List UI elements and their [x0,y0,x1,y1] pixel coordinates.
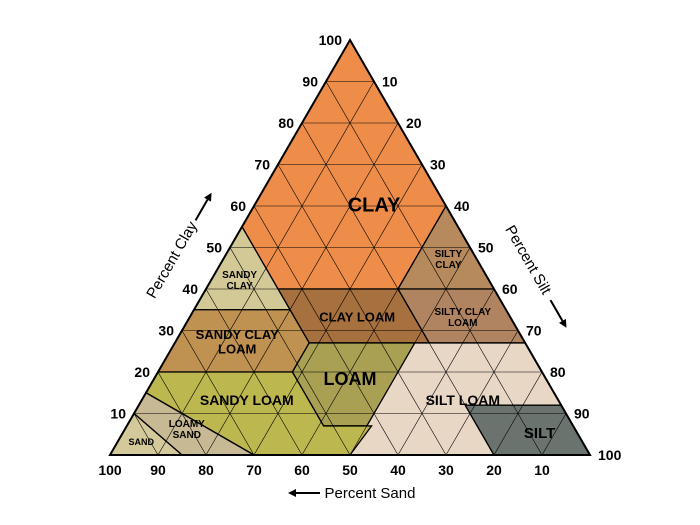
tick-sand-10: 10 [534,462,550,478]
tick-silt-80: 80 [550,364,566,380]
tick-clay-60: 60 [230,198,246,214]
soil-texture-triangle: CLAYSILTYCLAYSILTY CLAYLOAMCLAY LOAMSAND… [0,0,700,525]
tick-clay-80: 80 [278,115,294,131]
tick-clay-40: 40 [182,281,198,297]
tick-silt-50: 50 [478,240,494,256]
tick-silt-40: 40 [454,198,470,214]
tick-clay-30: 30 [158,323,174,339]
region-label: SILT [524,425,555,442]
tick-silt-70: 70 [526,323,542,339]
tick-sand-80: 80 [198,462,214,478]
region-label: SANDY LOAM [200,392,294,408]
region-label: CLAY [226,281,253,292]
region-label: LOAM [324,369,377,389]
region-label: SAND [173,430,201,441]
tick-sand-90: 90 [150,462,166,478]
region-label: SAND [128,437,154,447]
axis-label-sand: Percent Sand [325,485,416,502]
tick-silt-100: 100 [598,447,622,463]
tick-silt-20: 20 [406,115,422,131]
region-label: SILTY CLAY [435,307,492,318]
tick-clay-10: 10 [110,406,126,422]
tick-sand-70: 70 [246,462,262,478]
tick-sand-20: 20 [486,462,502,478]
tick-silt-60: 60 [502,281,518,297]
tick-clay-90: 90 [302,74,318,90]
region-label: SILT LOAM [426,392,500,408]
tick-sand-40: 40 [390,462,406,478]
tick-clay-50: 50 [206,240,222,256]
tick-clay-70: 70 [254,157,270,173]
tick-sand-30: 30 [438,462,454,478]
region-label: LOAM [448,318,477,329]
tick-clay-100: 100 [319,32,343,48]
region-label: SANDY [222,270,257,281]
region-label: CLAY LOAM [319,309,395,324]
tick-clay-20: 20 [134,364,150,380]
tick-sand-50: 50 [342,462,358,478]
tick-silt-10: 10 [382,74,398,90]
tick-sand-60: 60 [294,462,310,478]
tick-sand-100: 100 [98,462,122,478]
tick-silt-90: 90 [574,406,590,422]
region-label: CLAY [435,260,462,271]
region-label: LOAMY [169,419,205,430]
region-label: CLAY [348,194,401,216]
region-label: LOAM [218,342,256,357]
region-label: SILTY [435,249,463,260]
region-label: SANDY CLAY [196,327,279,342]
tick-silt-30: 30 [430,157,446,173]
